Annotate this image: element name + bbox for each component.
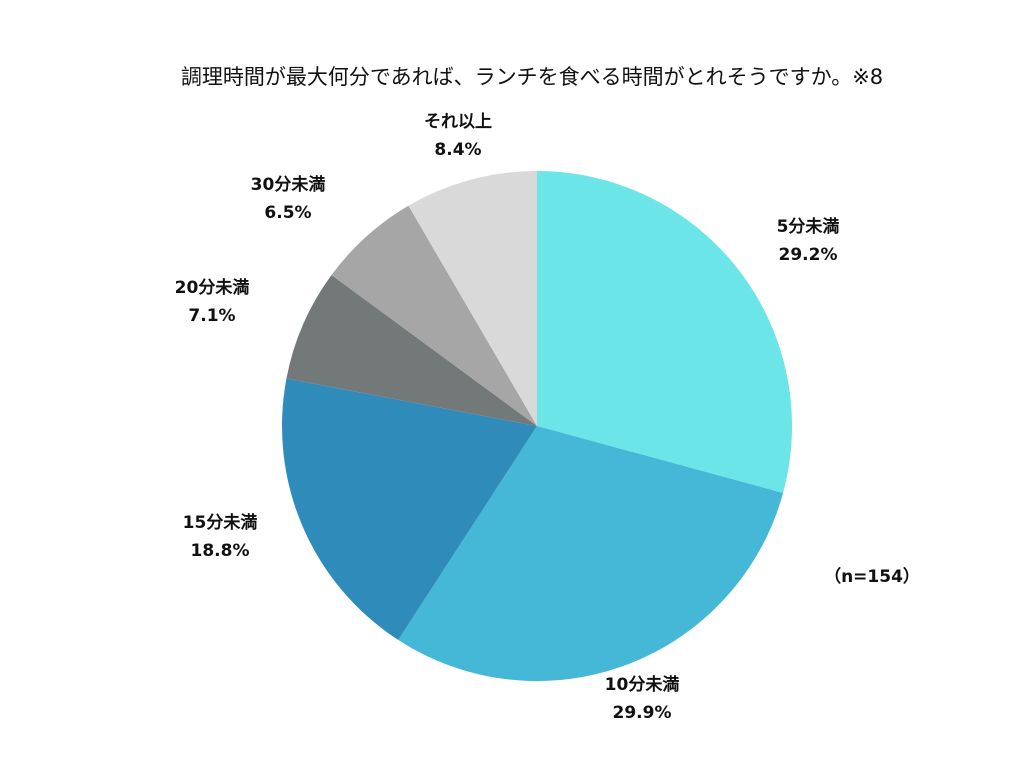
pie-slice-3 [281, 378, 537, 640]
pie-slice-4 [286, 275, 537, 426]
pie-slice-2 [398, 426, 784, 682]
slice-percent-label: 8.4% [434, 140, 481, 160]
slice-category-label: 5分未満 [777, 216, 840, 237]
slice-percent-label: 29.9% [613, 703, 672, 723]
slice-category-label: 20分未満 [175, 277, 250, 298]
pie-slice-5 [331, 205, 537, 426]
slice-category-label: 15分未満 [183, 512, 258, 533]
slice-category-label: それ以上 [424, 112, 492, 132]
chart-title: 調理時間が最大何分であれば、ランチを食べる時間がとれそうですか。※8 [181, 65, 883, 89]
slice-percent-label: 6.5% [264, 203, 311, 223]
pie-slice-6 [408, 171, 537, 426]
slice-percent-label: 18.8% [191, 541, 250, 561]
slice-labels: 5分未満 29.2% 10分未満 29.9% 15分未満 18.8% 20分未満 7.1% 30… [175, 112, 840, 723]
slice-percent-label: 29.2% [779, 245, 838, 265]
pie-slice-1 [537, 171, 793, 493]
pie-slices [281, 171, 793, 682]
slice-category-label: 10分未満 [605, 674, 680, 695]
slice-percent-label: 7.1% [188, 306, 235, 326]
slice-category-label: 30分未満 [251, 174, 326, 195]
sample-size-note: （n=154） [824, 566, 920, 587]
